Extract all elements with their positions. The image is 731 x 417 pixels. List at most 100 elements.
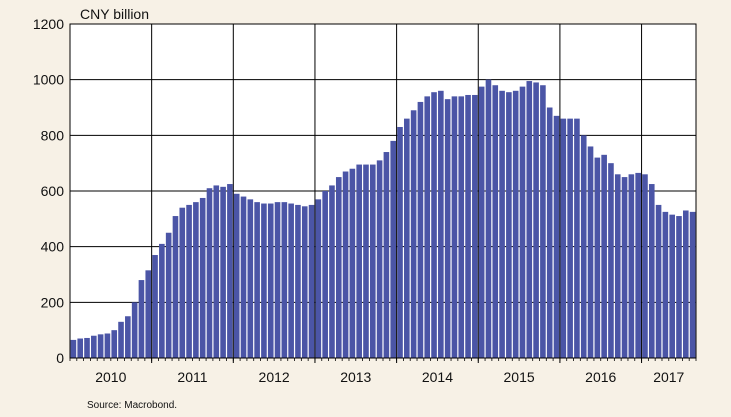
bar	[138, 280, 145, 358]
bar	[621, 177, 628, 358]
y-tick-label: 1000	[33, 72, 64, 88]
bar	[648, 184, 655, 358]
bar	[506, 92, 512, 359]
bar	[84, 337, 90, 358]
bar	[104, 333, 111, 358]
bar	[560, 118, 567, 358]
bar	[512, 90, 519, 359]
bar	[315, 199, 322, 358]
bar	[125, 316, 131, 358]
bar	[329, 185, 335, 358]
bar	[608, 163, 614, 358]
bar	[533, 82, 539, 358]
bar	[669, 214, 675, 358]
bar	[301, 206, 308, 358]
y-tick-label: 400	[41, 239, 65, 255]
bar	[431, 92, 437, 359]
bar	[587, 146, 594, 358]
plot-frame	[69, 23, 697, 359]
bar	[193, 202, 199, 358]
bar	[540, 85, 546, 358]
bar	[240, 196, 247, 358]
bar	[458, 96, 465, 358]
unit-label: CNY billion	[80, 6, 149, 22]
bar	[594, 157, 601, 358]
bar	[424, 96, 431, 358]
x-tick-label: 2017	[653, 369, 684, 385]
bar	[342, 171, 349, 358]
bar	[131, 302, 138, 358]
bar	[478, 86, 485, 358]
bar	[682, 210, 689, 358]
bar	[363, 164, 369, 358]
bar	[254, 202, 260, 358]
bar	[642, 174, 648, 358]
y-tick-labels: 0 200 400 600 800 1000 1200	[33, 16, 64, 366]
bar	[567, 118, 573, 358]
x-tick-label: 2016	[585, 369, 616, 385]
bar	[159, 243, 165, 358]
bar	[118, 321, 124, 358]
bar	[472, 94, 478, 358]
x-tick-label: 2014	[422, 369, 453, 385]
bar	[383, 152, 390, 358]
bar	[676, 216, 682, 358]
bar	[614, 174, 621, 358]
bar	[97, 334, 104, 358]
y-tick-label: 200	[41, 294, 65, 310]
y-tick-label: 1200	[33, 16, 64, 32]
bar	[417, 101, 424, 358]
bar	[438, 90, 444, 359]
bar	[485, 79, 492, 359]
bar	[233, 193, 240, 358]
bar	[499, 90, 505, 359]
bar	[274, 202, 281, 358]
bar	[655, 204, 662, 358]
bar	[220, 186, 226, 358]
bar	[335, 177, 342, 358]
bar	[397, 126, 403, 358]
bar	[546, 107, 553, 358]
bar	[247, 199, 254, 358]
x-tick-label: 2013	[340, 369, 371, 385]
bar	[662, 211, 669, 358]
bar	[376, 160, 383, 358]
bar	[111, 330, 118, 358]
bar	[267, 203, 274, 358]
bar	[213, 185, 220, 358]
y-tick-label: 600	[41, 183, 65, 199]
bar	[369, 164, 376, 358]
bar	[574, 118, 580, 358]
bar	[288, 203, 294, 358]
bar	[349, 168, 356, 358]
bar	[261, 203, 267, 358]
source-label: Source: Macrobond.	[87, 400, 177, 411]
bar	[145, 270, 152, 358]
bar	[295, 204, 301, 358]
bar	[308, 204, 315, 358]
bar	[356, 164, 362, 358]
x-tick-label: 2012	[259, 369, 290, 385]
bar	[444, 99, 451, 359]
axes	[69, 23, 697, 363]
bar	[322, 191, 328, 358]
bar	[165, 232, 172, 358]
x-tick-label: 2011	[177, 369, 207, 385]
y-tick-label: 800	[41, 127, 65, 143]
bar	[390, 140, 397, 358]
bars	[70, 79, 696, 359]
bar	[172, 216, 179, 358]
bar	[404, 118, 410, 358]
bar	[635, 172, 641, 358]
bar	[227, 184, 233, 358]
x-tick-label: 2010	[95, 369, 126, 385]
bar	[91, 335, 97, 358]
bar	[601, 154, 607, 358]
bar	[492, 85, 499, 358]
bar	[519, 86, 526, 358]
bar	[410, 110, 417, 359]
bar	[526, 81, 533, 358]
y-tick-label: 0	[56, 350, 64, 366]
bar	[152, 255, 158, 358]
bar	[689, 211, 696, 358]
